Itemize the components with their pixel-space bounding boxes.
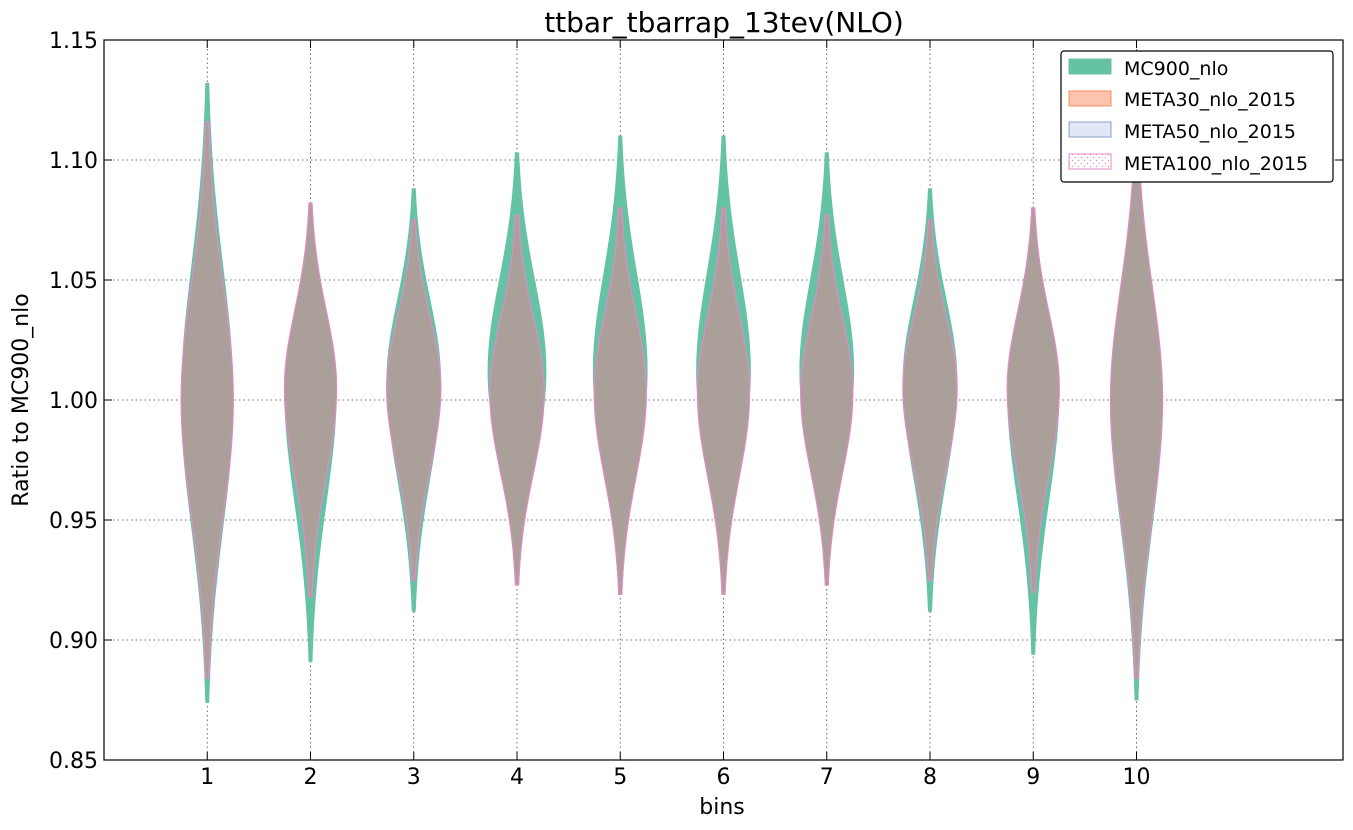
x-tick-label: 5	[613, 765, 627, 790]
violin-meta100-bin-6	[696, 207, 751, 595]
violin-meta100-bin-1	[180, 121, 234, 679]
violin-meta-overlap-bin-3	[386, 220, 441, 580]
violin-meta-overlap-bin-2	[284, 203, 337, 597]
violin-meta100-bin-3	[386, 219, 442, 581]
x-axis-title: bins	[699, 795, 744, 820]
violin-meta-overlap-bin-9	[1007, 208, 1060, 592]
y-tick-label: 1.15	[49, 29, 98, 54]
violin-meta-overlap-bin-5	[594, 208, 647, 595]
legend-frame	[1060, 50, 1334, 183]
legend-label-mc900: MC900_nlo	[1124, 58, 1228, 80]
legend-label-meta100: META100_nlo_2015	[1124, 153, 1308, 175]
violin-meta-overlap-bin-6	[697, 208, 750, 595]
legend-swatch-meta100	[1068, 153, 1112, 170]
violin-meta100-bin-8	[902, 219, 958, 581]
x-tick-label: 6	[717, 765, 731, 790]
x-tick-label: 2	[304, 765, 318, 790]
chart-title: ttbar_tbarrap_13tev(NLO)	[544, 6, 904, 39]
y-tick-label: 0.90	[49, 629, 98, 654]
axis-ticks: 0.85 0.90 0.95 1.00 1.05 1.10 1.15 1 2 3 4 5 6 7 8 9 10	[49, 29, 1343, 790]
x-tick-label: 1	[200, 765, 214, 790]
legend-label-meta30: META30_nlo_2015	[1124, 89, 1296, 111]
violin-meta-overlap-bin-8	[903, 220, 957, 580]
violin-meta100-bin-5	[593, 207, 647, 595]
violin-meta100-bin-2	[283, 202, 338, 598]
x-tick-label: 7	[820, 765, 834, 790]
y-tick-label: 1.00	[49, 389, 98, 414]
y-tick-label: 1.05	[49, 269, 98, 294]
y-tick-label: 0.95	[49, 509, 98, 534]
legend-swatch-meta30	[1068, 90, 1112, 107]
y-axis-title: Ratio to MC900_nlo	[9, 293, 34, 506]
violins	[180, 82, 1164, 703]
violin-meta100-bin-9	[1006, 207, 1060, 593]
violin-meta100-bin-4	[489, 214, 545, 586]
y-tick-label: 1.10	[49, 149, 98, 174]
y-tick-label: 0.85	[49, 749, 98, 774]
legend-swatch-mc900	[1068, 58, 1112, 75]
x-tick-label: 9	[1026, 765, 1040, 790]
x-tick-label: 3	[407, 765, 421, 790]
x-tick-label: 8	[923, 765, 937, 790]
legend: MC900_nlo META30_nlo_2015 META50_nlo_201…	[1060, 50, 1334, 183]
x-tick-label: 4	[510, 765, 524, 790]
violin-meta-overlap-bin-10	[1110, 128, 1163, 679]
violin-meta-overlap-bin-1	[181, 121, 234, 679]
violin-meta100-bin-7	[800, 214, 854, 586]
legend-swatch-meta50	[1068, 121, 1112, 138]
legend-label-meta50: META50_nlo_2015	[1124, 121, 1296, 143]
x-tick-label: 10	[1123, 765, 1151, 790]
